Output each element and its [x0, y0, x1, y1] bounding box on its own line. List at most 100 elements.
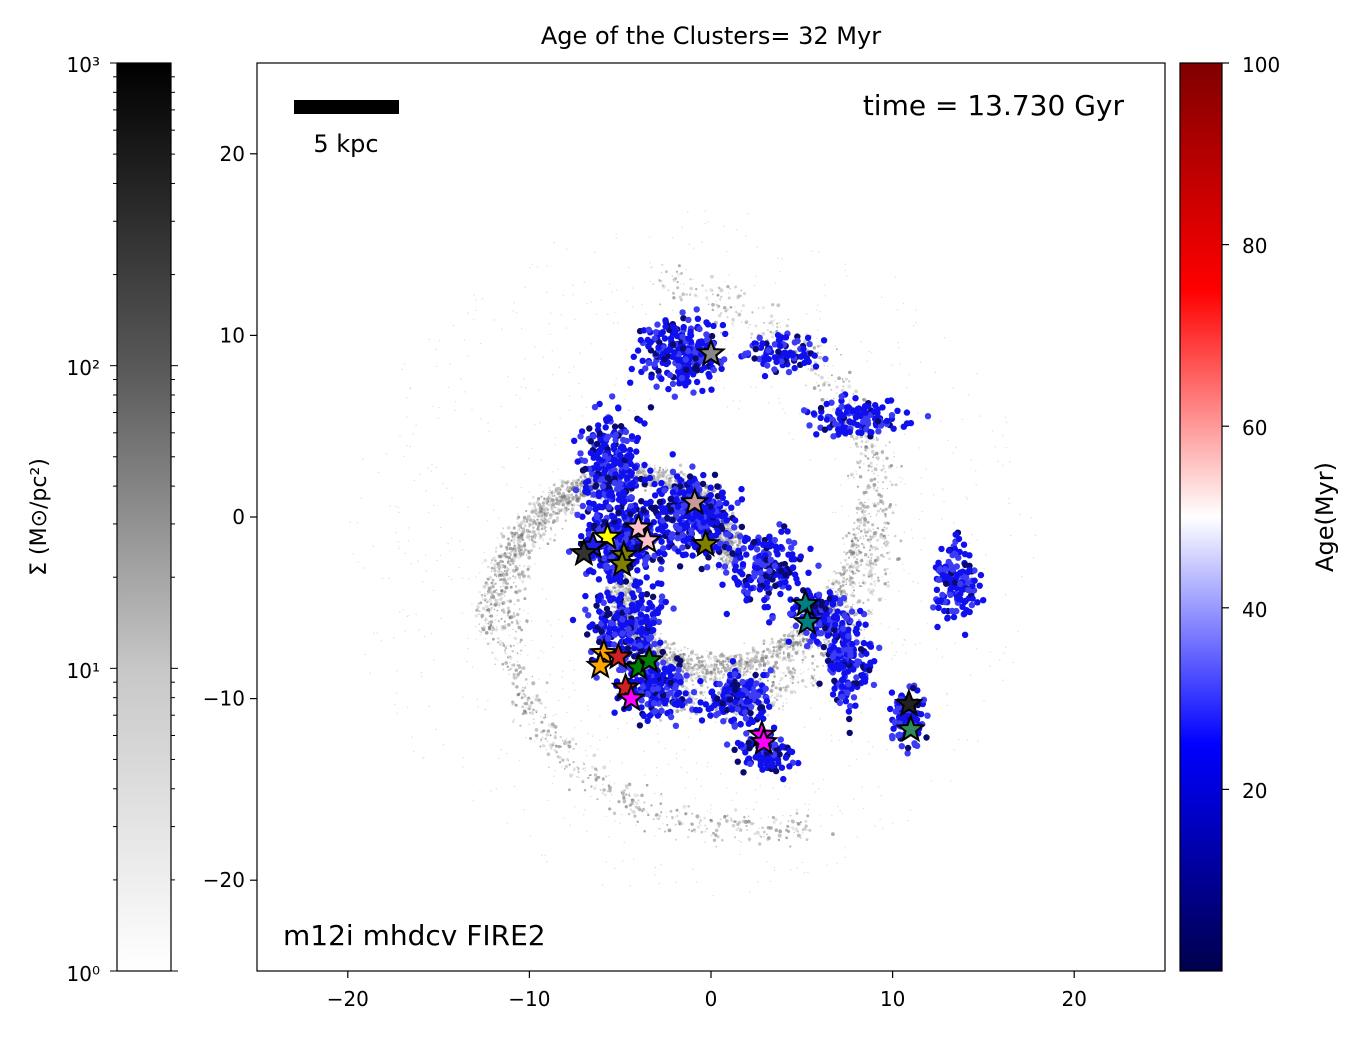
gas-particle — [569, 510, 574, 515]
gas-particle — [499, 573, 503, 577]
gas-particle — [877, 576, 880, 579]
gas-particle — [914, 643, 916, 646]
gas-particle — [885, 572, 887, 575]
gas-particle — [512, 628, 514, 630]
gas-particle — [522, 709, 527, 713]
gas-particle — [501, 564, 504, 566]
gas-particle — [882, 460, 884, 462]
gas-particle — [858, 498, 860, 501]
gas-particle — [866, 485, 870, 489]
gas-particle — [680, 271, 684, 275]
gas-particle — [863, 538, 865, 540]
gas-particle — [844, 558, 847, 562]
gas-particle — [716, 670, 720, 674]
gas-particle — [869, 590, 873, 595]
gas-particle — [711, 289, 714, 292]
gas-particle — [483, 558, 488, 563]
gas-particle — [588, 776, 590, 778]
gas-particle — [868, 562, 872, 565]
gas-particle — [880, 502, 883, 505]
gas-particle — [542, 539, 544, 541]
gas-particle — [850, 539, 854, 543]
gas-particle — [513, 603, 516, 606]
gas-particle — [722, 659, 725, 662]
gas-particle — [868, 569, 873, 574]
gas-particle — [493, 567, 496, 570]
gas-particle — [832, 571, 834, 573]
gas-particle — [526, 699, 529, 703]
gas-particle — [827, 639, 831, 643]
gas-particle — [602, 788, 606, 792]
gas-particle — [512, 612, 515, 614]
gas-particle — [705, 663, 708, 666]
gas-particle — [511, 701, 516, 706]
gas-particle — [696, 296, 699, 298]
gas-particle — [499, 532, 504, 536]
gas-particle — [777, 833, 782, 838]
gas-particle — [848, 399, 852, 404]
gas-particle — [787, 820, 790, 822]
gas-particle — [760, 817, 762, 820]
gas-particle — [749, 323, 751, 326]
gas-particle — [875, 438, 879, 442]
gas-particle — [477, 613, 480, 616]
gas-particle — [885, 444, 887, 447]
gas-particle — [532, 523, 534, 525]
gas-particle — [857, 564, 860, 568]
gas-particle — [751, 311, 754, 314]
gas-particle — [542, 356, 545, 358]
gas-particle — [793, 671, 796, 675]
gas-particle — [506, 822, 509, 824]
gas-particle — [734, 285, 738, 289]
gas-particle — [486, 642, 490, 646]
gas-particle — [726, 663, 729, 666]
gas-particle — [678, 463, 683, 468]
gas-particle — [486, 601, 488, 604]
gas-particle — [870, 445, 874, 449]
gas-particle — [689, 716, 692, 720]
gas-particle — [851, 585, 855, 589]
gas-particle — [858, 570, 861, 572]
gas-particle — [785, 836, 789, 840]
gas-particle — [685, 658, 690, 663]
gas-particle — [748, 652, 751, 654]
gas-particle — [724, 280, 726, 283]
gas-particle — [738, 654, 743, 658]
gas-particle — [881, 509, 885, 513]
gas-particle — [515, 685, 519, 689]
gas-particle — [489, 604, 491, 607]
gas-particle — [590, 785, 593, 788]
gas-particle — [767, 656, 770, 659]
gas-particle — [796, 833, 801, 838]
gas-particle — [659, 303, 662, 306]
gas-particle — [835, 578, 838, 582]
gas-particle — [567, 744, 572, 749]
gas-particle — [494, 550, 498, 553]
gas-particle — [858, 517, 863, 522]
gas-particle — [690, 663, 693, 666]
gas-particle — [704, 485, 709, 490]
gas-particle — [517, 588, 520, 590]
gas-particle — [849, 472, 854, 477]
gas-particle — [504, 661, 509, 665]
gas-particle — [486, 565, 490, 569]
gas-particle — [872, 531, 877, 536]
gas-particle — [701, 284, 704, 287]
gas-particle — [635, 413, 638, 415]
gas-particle — [849, 576, 853, 579]
gas-particle — [555, 744, 558, 747]
gas-particle — [755, 830, 760, 835]
gas-particle — [859, 501, 864, 506]
gas-particle — [630, 798, 633, 801]
gas-particle — [536, 518, 539, 521]
gas-particle — [883, 568, 887, 572]
gas-particle — [842, 380, 845, 383]
gas-particle — [845, 583, 848, 586]
gas-particle — [532, 501, 536, 506]
gas-particle — [608, 807, 612, 811]
gas-particle — [807, 368, 810, 370]
gas-particle — [659, 802, 663, 806]
gas-particle — [842, 572, 846, 576]
gas-particle — [554, 510, 556, 512]
gas-particle — [789, 814, 792, 817]
